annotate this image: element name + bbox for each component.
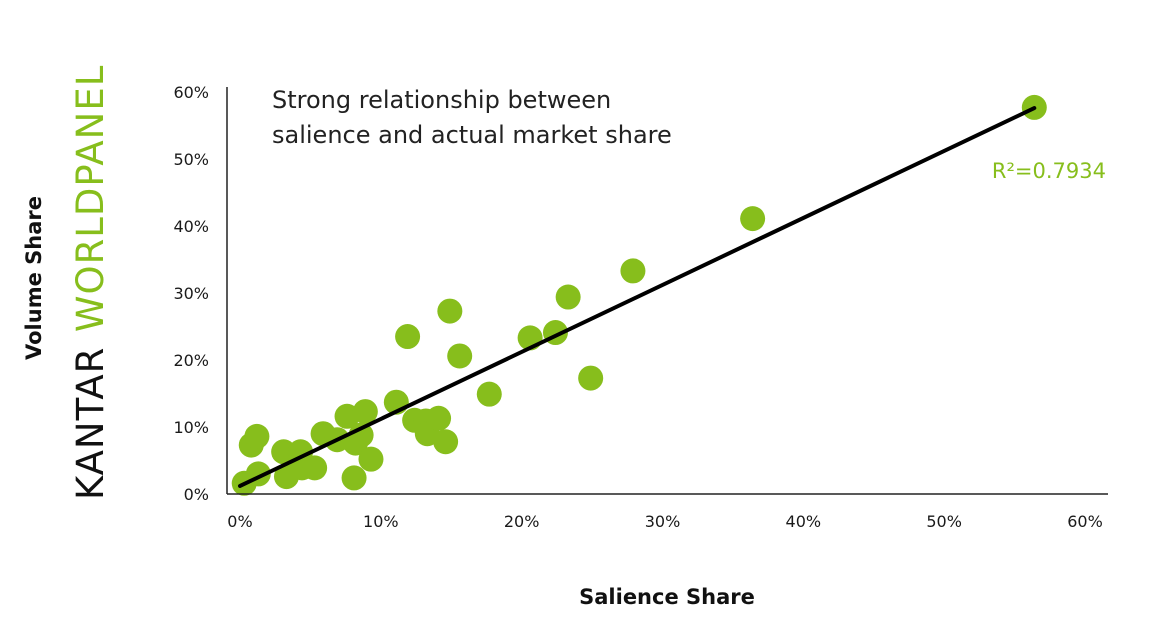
data-point — [358, 446, 384, 472]
annotation-line-1: Strong relationship between — [272, 86, 611, 114]
svg-text:KANTARWORLDPANEL: KANTAR WORLDPANEL — [69, 65, 112, 500]
data-point — [620, 258, 646, 284]
data-point — [433, 429, 459, 455]
trendline-group — [238, 106, 1037, 488]
x-tick-label: 60% — [1067, 512, 1103, 531]
y-tick-label: 50% — [173, 150, 209, 169]
x-tick-label: 0% — [227, 512, 252, 531]
data-point — [341, 465, 367, 491]
y-tick-label: 20% — [173, 351, 209, 370]
trendline — [238, 106, 1037, 488]
brand-kantar: KANTAR — [69, 348, 112, 500]
y-axis-ticks: 0% 10% 20% 30% 40% 50% 60% — [173, 83, 209, 504]
data-point — [555, 284, 581, 310]
x-tick-label: 40% — [786, 512, 822, 531]
data-point — [302, 455, 328, 481]
x-tick-label: 30% — [645, 512, 681, 531]
x-tick-label: 50% — [926, 512, 962, 531]
annotation-line-2: salience and actual market share — [272, 121, 672, 149]
data-point — [578, 365, 604, 391]
data-point — [395, 324, 421, 350]
data-point — [437, 298, 463, 324]
axes — [226, 87, 1108, 495]
data-point — [740, 206, 766, 232]
y-tick-label: 60% — [173, 83, 209, 102]
brand-worldpanel: WORLDPANEL — [69, 65, 112, 332]
data-point — [352, 399, 378, 425]
r-squared-label: R²=0.7934 — [992, 159, 1106, 183]
x-axis-title: Salience Share — [579, 585, 755, 609]
data-point — [447, 343, 473, 369]
annotation: Strong relationship between salience and… — [272, 86, 672, 149]
y-tick-label: 30% — [173, 284, 209, 303]
data-point — [244, 423, 270, 449]
y-tick-label: 0% — [184, 485, 209, 504]
data-point — [426, 405, 452, 431]
data-point — [476, 381, 502, 407]
x-tick-label: 20% — [504, 512, 540, 531]
y-axis-title: Volume Share — [22, 196, 46, 360]
x-tick-label: 10% — [363, 512, 399, 531]
brand-logo: KANTAR WORLDPANEL — [69, 65, 112, 500]
x-axis-ticks: 0% 10% 20% 30% 40% 50% 60% — [227, 512, 1102, 531]
y-tick-label: 10% — [173, 418, 209, 437]
y-tick-label: 40% — [173, 217, 209, 236]
data-point — [348, 422, 374, 448]
